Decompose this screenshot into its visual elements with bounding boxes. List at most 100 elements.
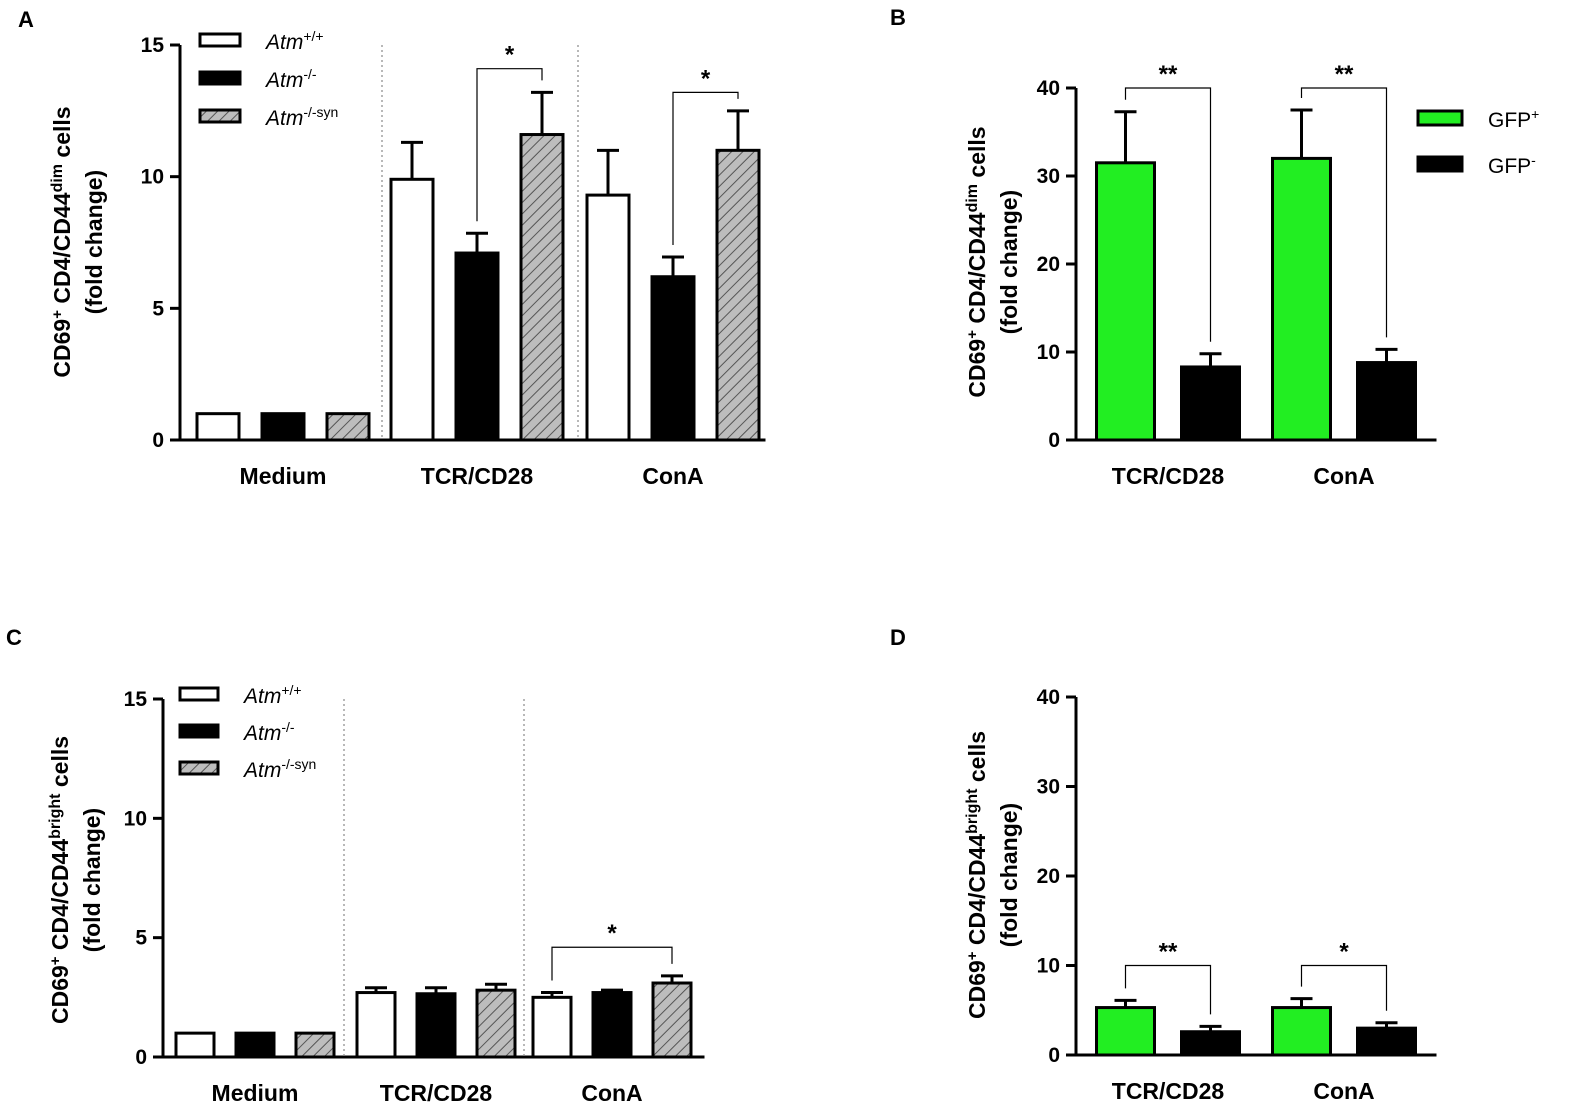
label-part: + [49,310,66,319]
label-part: CD69 [964,960,990,1019]
label-part: cells [964,126,990,184]
significance-bracket [476,68,543,222]
legend-label: Atm-/-syn [242,756,316,782]
bar [651,981,693,1059]
x-category-label: ConA [1313,463,1374,489]
label-part: - [1531,152,1536,168]
x-category-label: TCR/CD28 [380,1080,493,1105]
legend-label: GFP+ [1488,106,1539,132]
y-axis-label: CD69+ CD4/CD44dim cells(fold change) [964,126,1023,397]
panel-letter: A [18,7,34,32]
significance-label: ** [1159,939,1178,966]
legend-swatch [198,32,242,48]
y-tick-label: 0 [1048,1044,1060,1067]
label-part: CD4/CD44 [964,212,990,330]
bar [531,995,573,1059]
x-category-label: Medium [240,463,327,489]
label-part: (fold change) [79,808,105,952]
label-part: GFP [1488,109,1531,132]
y-tick-label: 5 [152,297,164,320]
y-axis-label: CD69+ CD4/CD44dim cells(fold change) [49,106,108,377]
legend-swatch [198,70,242,86]
significance-label: * [701,65,711,92]
legend-swatch [178,723,220,739]
label-part: cells [49,106,75,164]
bar [454,251,500,442]
significance-label: * [1339,939,1349,966]
bar [234,1031,276,1059]
bar [1356,1026,1417,1057]
bar [1180,1030,1241,1057]
chart-panel-a: A CD69+ CD4/CD44dim cells(fold change) 0 5 1… [18,7,766,489]
y-tick-label: 0 [1048,429,1060,452]
label-part: dim [964,184,981,212]
label-part: bright [47,793,64,839]
label-part: + [964,330,981,339]
y-axis-label: CD69+ CD4/CD44bright cells(fold change) [47,736,106,1024]
x-category-label: ConA [581,1080,642,1105]
significance-bracket [672,91,739,245]
bar [260,412,306,442]
label-part: CD69 [964,339,990,398]
y-tick-label: 5 [135,927,147,950]
label-part: Atm [264,69,303,92]
bar [1356,361,1417,442]
label-part: (fold change) [996,190,1022,334]
chart-panel-d: D CD69+ CD4/CD44bright cells(fold change)… [890,625,1437,1104]
label-part: CD4/CD44 [964,834,990,952]
label-part: CD69 [47,965,73,1024]
bar [650,275,696,442]
legend-label: GFP- [1488,152,1536,178]
bar [1271,156,1332,442]
label-part: CD4/CD44 [49,192,75,310]
bar [174,1031,216,1059]
label-part: + [1531,106,1539,122]
label-part: + [964,951,981,960]
label-part: Atm [264,107,303,130]
label-part: Atm [242,685,281,708]
x-category-label: ConA [642,463,703,489]
significance-label: ** [1335,61,1354,88]
label-part: -/-syn [303,104,338,120]
y-tick-label: 10 [1037,955,1060,978]
x-category-label: TCR/CD28 [1112,1078,1225,1104]
y-tick-label: 30 [1037,165,1060,188]
legend-label: Atm-/-syn [264,104,338,130]
x-category-label: TCR/CD28 [1112,463,1225,489]
legend-swatch [178,760,220,776]
bar [591,991,633,1059]
panel-letter: D [890,625,906,650]
bar [195,412,241,442]
y-tick-label: 30 [1037,776,1060,799]
bar [355,991,397,1059]
bar [585,193,631,442]
x-category-label: ConA [1313,1078,1374,1104]
y-tick-label: 40 [1037,686,1060,709]
legend-label: Atm-/- [242,719,295,745]
y-tick-label: 15 [141,34,165,57]
bar [415,992,457,1059]
y-tick-label: 20 [1037,253,1060,276]
legend-label: Atm+/+ [242,682,302,708]
significance-bracket [551,946,673,981]
y-tick-label: 0 [135,1046,147,1069]
bar [1095,161,1156,442]
bar [1180,365,1241,442]
legend-swatch [1416,109,1464,127]
label-part: -/-syn [281,756,316,772]
bar [389,177,435,442]
significance-label: ** [1159,61,1178,88]
legend-label: Atm-/- [264,66,317,92]
panel-letter: C [6,625,22,650]
y-tick-label: 0 [152,429,164,452]
y-tick-label: 40 [1037,77,1060,100]
y-tick-label: 10 [1037,341,1060,364]
bar [294,1031,336,1059]
x-category-label: TCR/CD28 [421,463,534,489]
label-part: +/+ [281,682,301,698]
significance-bracket [1124,87,1212,342]
significance-bracket [1300,964,1388,1011]
bar [1271,1006,1332,1057]
significance-bracket [1124,964,1212,1015]
